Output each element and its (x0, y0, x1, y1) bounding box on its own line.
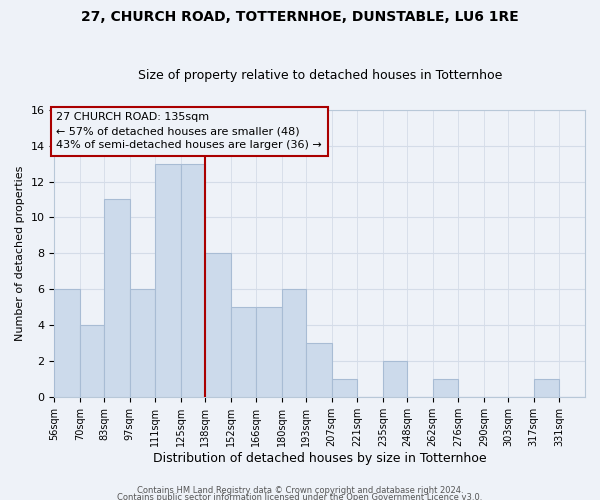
Bar (282, 290, 306, 398)
Text: Contains HM Land Registry data © Crown copyright and database right 2024.: Contains HM Land Registry data © Crown c… (137, 486, 463, 495)
Bar (80, 326, 104, 398)
Bar (256, 308, 282, 398)
Text: Contains public sector information licensed under the Open Government Licence v3: Contains public sector information licen… (118, 494, 482, 500)
Bar (306, 344, 332, 398)
Bar (383, 362, 407, 398)
Bar (230, 308, 256, 398)
Y-axis label: Number of detached properties: Number of detached properties (15, 166, 25, 341)
Text: 27, CHURCH ROAD, TOTTERNHOE, DUNSTABLE, LU6 1RE: 27, CHURCH ROAD, TOTTERNHOE, DUNSTABLE, … (81, 10, 519, 24)
Bar (332, 380, 358, 398)
Bar (205, 254, 230, 398)
X-axis label: Distribution of detached houses by size in Totternhoe: Distribution of detached houses by size … (153, 452, 487, 465)
Bar (181, 164, 205, 398)
Title: Size of property relative to detached houses in Totternhoe: Size of property relative to detached ho… (137, 69, 502, 82)
Bar (433, 380, 458, 398)
Bar (130, 290, 155, 398)
Bar (55, 290, 80, 398)
Bar (155, 164, 181, 398)
Text: 27 CHURCH ROAD: 135sqm
← 57% of detached houses are smaller (48)
43% of semi-det: 27 CHURCH ROAD: 135sqm ← 57% of detached… (56, 112, 322, 150)
Bar (104, 200, 130, 398)
Bar (533, 380, 559, 398)
